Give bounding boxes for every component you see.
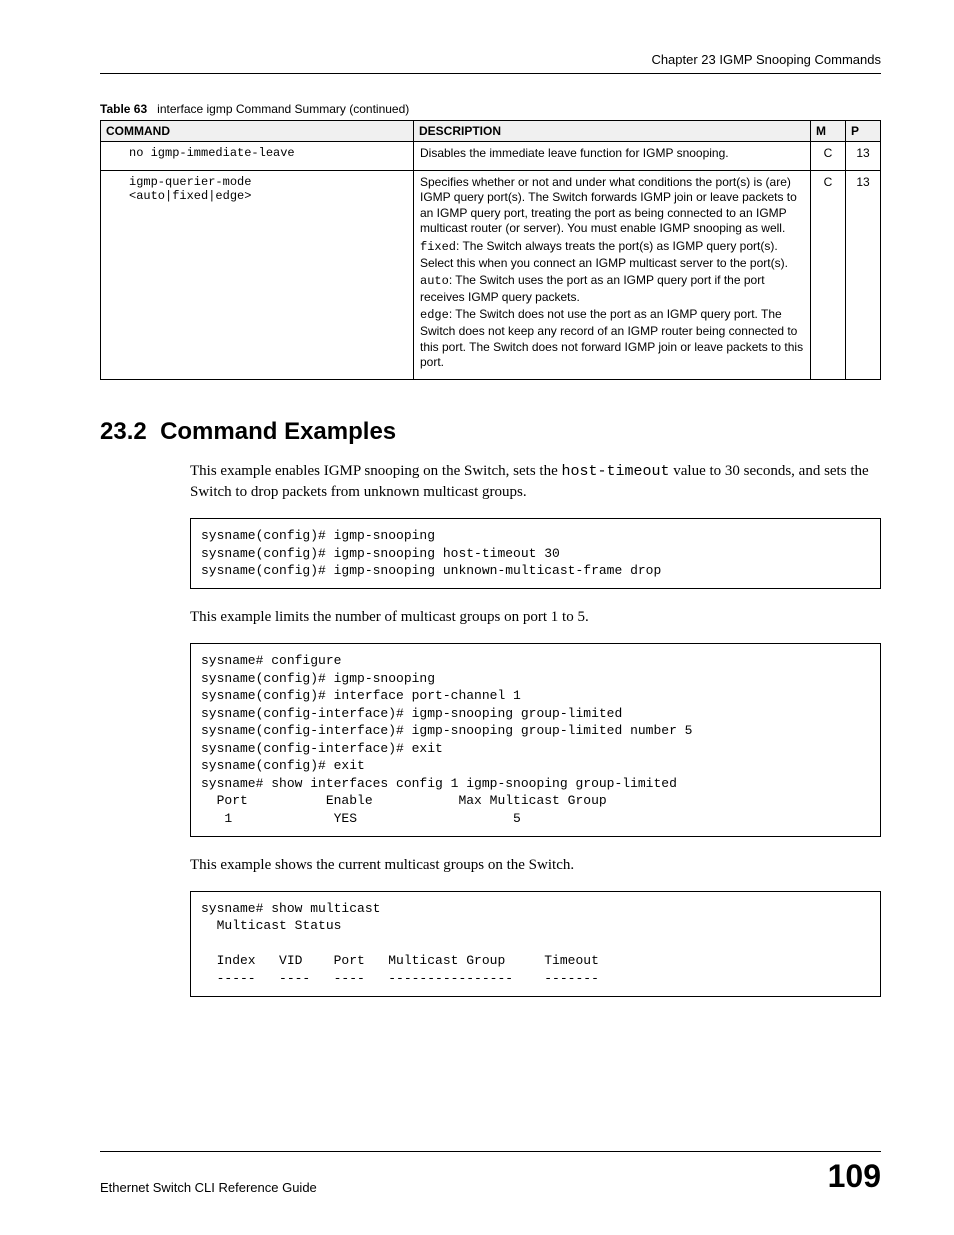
description-line: Specifies whether or not and under what … xyxy=(420,175,804,237)
description-line: edge: The Switch does not use the port a… xyxy=(420,307,804,370)
table-header-row: COMMAND DESCRIPTION M P xyxy=(101,121,881,142)
section-heading: 23.2 Command Examples xyxy=(100,418,881,446)
paragraph-1: This example enables IGMP snooping on th… xyxy=(190,461,881,503)
table-row: no igmp-immediate-leave Disables the imme… xyxy=(101,142,881,171)
column-header-m: M xyxy=(811,121,846,142)
section-title: Command Examples xyxy=(160,418,396,445)
page: Chapter 23 IGMP Snooping Commands Table … xyxy=(0,0,954,1235)
section-number: 23.2 xyxy=(100,418,147,445)
page-number: 109 xyxy=(828,1158,881,1195)
footer-row: Ethernet Switch CLI Reference Guide 109 xyxy=(100,1158,881,1195)
description-mono-lead: auto xyxy=(420,274,449,288)
p-cell: 13 xyxy=(846,142,881,171)
code-block-3: sysname# show multicast Multicast Status… xyxy=(190,891,881,997)
command-table: COMMAND DESCRIPTION M P no igmp-immediat… xyxy=(100,120,881,380)
footer-left: Ethernet Switch CLI Reference Guide xyxy=(100,1180,317,1195)
description-cell: Specifies whether or not and under what … xyxy=(414,170,811,379)
footer: Ethernet Switch CLI Reference Guide 109 xyxy=(100,1151,881,1195)
paragraph-1-mono: host-timeout xyxy=(561,463,669,480)
footer-rule xyxy=(100,1151,881,1152)
command-cell: no igmp-immediate-leave xyxy=(101,142,414,171)
table-caption-text: interface igmp Command Summary (continue… xyxy=(157,102,409,116)
p-cell: 13 xyxy=(846,170,881,379)
column-header-p: P xyxy=(846,121,881,142)
m-cell: C xyxy=(811,170,846,379)
table-caption: Table 63 interface igmp Command Summary … xyxy=(100,102,881,116)
description-line: auto: The Switch uses the port as an IGM… xyxy=(420,273,804,305)
paragraph-2: This example limits the number of multic… xyxy=(190,607,881,627)
table-row: igmp-querier-mode <auto|fixed|edge>Speci… xyxy=(101,170,881,379)
table-caption-label: Table 63 xyxy=(100,102,147,116)
description-mono-lead: fixed xyxy=(420,240,456,254)
code-block-2: sysname# configure sysname(config)# igmp… xyxy=(190,643,881,836)
description-mono-lead: edge xyxy=(420,308,449,322)
column-header-description: DESCRIPTION xyxy=(414,121,811,142)
description-line: Disables the immediate leave function fo… xyxy=(420,146,804,162)
header-chapter: Chapter 23 IGMP Snooping Commands xyxy=(100,52,881,67)
header-rule xyxy=(100,73,881,74)
paragraph-1-pre: This example enables IGMP snooping on th… xyxy=(190,463,561,479)
paragraph-3: This example shows the current multicast… xyxy=(190,855,881,875)
m-cell: C xyxy=(811,142,846,171)
column-header-command: COMMAND xyxy=(101,121,414,142)
code-block-1: sysname(config)# igmp-snooping sysname(c… xyxy=(190,518,881,589)
command-cell: igmp-querier-mode <auto|fixed|edge> xyxy=(101,170,414,379)
description-cell: Disables the immediate leave function fo… xyxy=(414,142,811,171)
description-line: fixed: The Switch always treats the port… xyxy=(420,239,804,271)
